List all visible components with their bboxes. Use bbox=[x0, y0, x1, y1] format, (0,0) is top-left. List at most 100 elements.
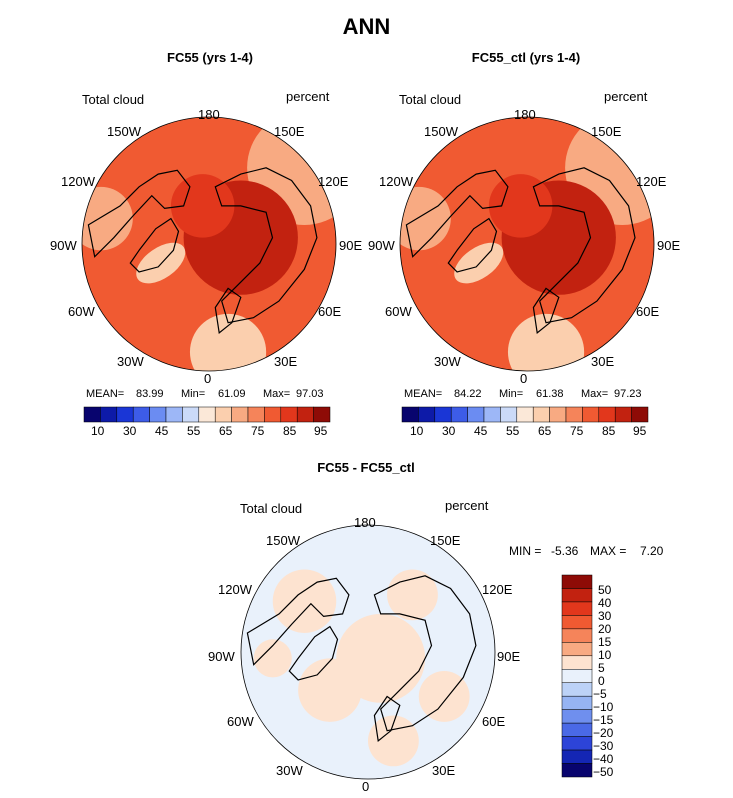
field-patch bbox=[488, 174, 553, 238]
panel1-colorbar-tick: 55 bbox=[187, 424, 201, 438]
colorbar-swatch bbox=[198, 406, 216, 423]
map-boundary bbox=[399, 116, 655, 372]
panel1-max-value: 97.03 bbox=[296, 388, 324, 400]
panel3-units-label: percent bbox=[445, 498, 489, 513]
map-boundary bbox=[81, 116, 337, 372]
panel3-min-value: -5.36 bbox=[551, 544, 579, 558]
colorbar-swatch bbox=[500, 406, 518, 423]
panel3-colorbar-tick: −40 bbox=[593, 752, 614, 766]
colorbar-swatch bbox=[450, 406, 468, 423]
coastline bbox=[532, 167, 636, 324]
lon-label-30w: 30W bbox=[434, 354, 461, 369]
lon-label-90w: 90W bbox=[50, 238, 77, 253]
field-patch bbox=[400, 186, 451, 251]
field-patch bbox=[507, 313, 585, 371]
lon-label-150e: 150E bbox=[591, 124, 622, 139]
panel1-min-value: 61.09 bbox=[218, 388, 246, 400]
lon-label-60w: 60W bbox=[68, 304, 95, 319]
colorbar-swatch bbox=[561, 736, 593, 751]
coastline bbox=[288, 625, 339, 681]
colorbar-swatch bbox=[418, 406, 436, 423]
lon-label-0: 0 bbox=[204, 371, 212, 386]
coastline bbox=[447, 217, 498, 273]
field-patch bbox=[136, 242, 186, 284]
panel2-mean-label: MEAN= bbox=[404, 388, 443, 400]
colorbar-swatch bbox=[614, 406, 632, 423]
panel3-max-label: MAX = bbox=[590, 544, 627, 558]
panel3-colorbar-tick: 40 bbox=[598, 596, 612, 610]
colorbar-swatch bbox=[296, 406, 314, 423]
colorbar-swatch bbox=[561, 655, 593, 670]
panel2-variable-label: Total cloud bbox=[399, 92, 462, 107]
panel2-min-label: Min= bbox=[499, 388, 524, 400]
colorbar-swatch bbox=[313, 406, 331, 423]
coastline bbox=[214, 287, 242, 335]
panel3-colorbar-tick: −30 bbox=[593, 739, 614, 753]
lon-label-120w: 120W bbox=[218, 582, 252, 597]
map-boundary bbox=[240, 524, 496, 780]
colorbar-swatch bbox=[401, 406, 419, 423]
colorbar-swatch bbox=[247, 406, 265, 423]
panel3-min-label: MIN = bbox=[509, 544, 542, 558]
panel3-colorbar-tick: 30 bbox=[598, 609, 612, 623]
colorbar-swatch bbox=[561, 669, 593, 683]
panel3-colorbar-tick: 5 bbox=[598, 661, 605, 675]
panel1-mean-label: MEAN= bbox=[86, 388, 125, 400]
colorbar-swatch bbox=[582, 406, 600, 423]
colorbar-swatch bbox=[561, 749, 593, 764]
coastline bbox=[129, 217, 180, 273]
panel1-units-label: percent bbox=[286, 89, 330, 104]
panel3-colorbar-tick: −15 bbox=[593, 713, 614, 727]
panel3-colorbar-tick: 10 bbox=[598, 648, 612, 662]
lon-label-120w: 120W bbox=[61, 174, 95, 189]
polar-map-panel-3 bbox=[240, 524, 496, 780]
panel3-colorbar-tick: −50 bbox=[593, 765, 614, 779]
panel3-colorbar-tick: 0 bbox=[598, 674, 605, 688]
panel3-title: FC55 - FC55_ctl bbox=[317, 460, 415, 475]
colorbar-swatch bbox=[561, 763, 593, 778]
colorbar-swatch bbox=[532, 406, 550, 423]
panel2-colorbar-tick: 45 bbox=[474, 424, 488, 438]
field-patch bbox=[454, 242, 504, 284]
colorbar-swatch bbox=[214, 406, 232, 423]
colorbar-swatch bbox=[561, 682, 593, 697]
panel2-colorbar bbox=[401, 406, 649, 423]
field-patch bbox=[418, 671, 470, 722]
panel1-colorbar bbox=[83, 406, 331, 423]
panel1-colorbar-tick: 30 bbox=[123, 424, 137, 438]
panel2-colorbar-tick: 55 bbox=[506, 424, 520, 438]
panel1-colorbar-tick: 65 bbox=[219, 424, 233, 438]
polar-map-panel-2 bbox=[399, 116, 655, 372]
lon-label-30w: 30W bbox=[117, 354, 144, 369]
field-patch bbox=[82, 186, 133, 251]
colorbar-swatch bbox=[165, 406, 183, 423]
field-patch bbox=[272, 569, 337, 633]
lon-label-30w: 30W bbox=[276, 763, 303, 778]
coastline bbox=[214, 167, 318, 324]
colorbar-swatch bbox=[598, 406, 616, 423]
lon-label-120e: 120E bbox=[482, 582, 513, 597]
panel2-units-label: percent bbox=[604, 89, 648, 104]
lon-label-150w: 150W bbox=[424, 124, 458, 139]
colorbar-swatch bbox=[561, 722, 593, 737]
lon-label-150e: 150E bbox=[274, 124, 305, 139]
coastline bbox=[532, 287, 560, 335]
lon-label-30e: 30E bbox=[591, 354, 615, 369]
colorbar-swatch bbox=[631, 406, 649, 423]
panel2-max-label: Max= bbox=[581, 388, 609, 400]
panel1-max-label: Max= bbox=[263, 388, 291, 400]
panel1-min-label: Min= bbox=[181, 388, 206, 400]
panel2-colorbar-tick: 30 bbox=[442, 424, 456, 438]
colorbar-swatch bbox=[483, 406, 501, 423]
field-patch bbox=[170, 174, 235, 238]
lon-label-60w: 60W bbox=[227, 714, 254, 729]
panel2-min-value: 61.38 bbox=[536, 388, 564, 400]
panel1-mean-value: 83.99 bbox=[136, 388, 164, 400]
coastline bbox=[246, 577, 350, 666]
lon-label-180: 180 bbox=[354, 515, 376, 530]
lon-label-90w: 90W bbox=[368, 238, 395, 253]
field-patch bbox=[253, 639, 292, 678]
coastline bbox=[405, 169, 509, 258]
colorbar-swatch bbox=[516, 406, 534, 423]
colorbar-swatch bbox=[561, 615, 593, 630]
